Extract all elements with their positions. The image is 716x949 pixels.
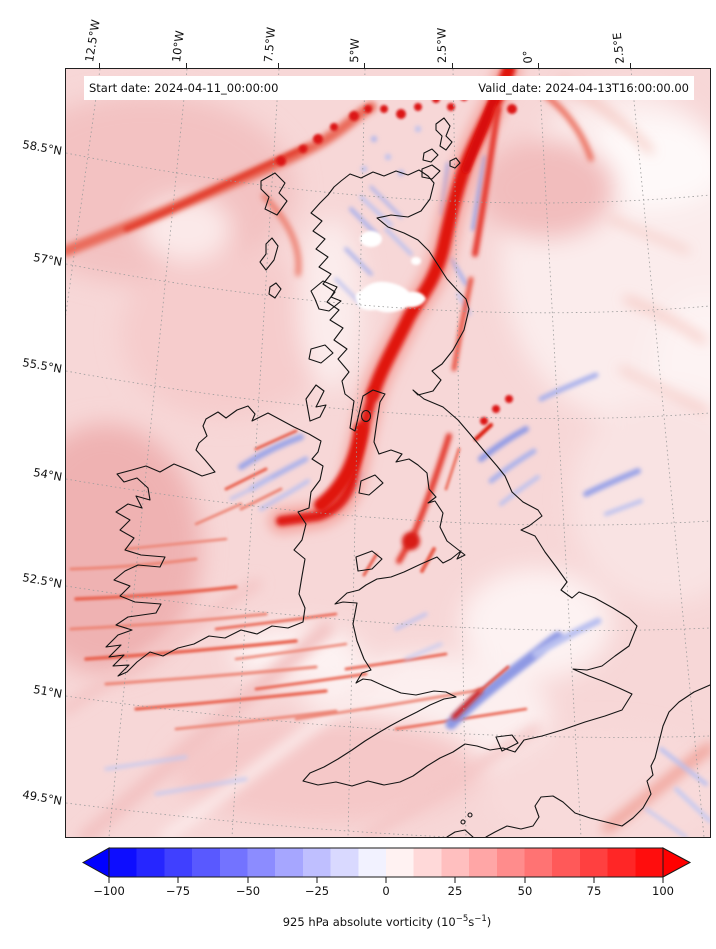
colorbar-tick-label: 25 bbox=[447, 884, 463, 898]
top-tick-mark bbox=[630, 63, 631, 68]
coastline-isle-of-wight bbox=[495, 734, 519, 752]
xtick-label-2-5e: 2.5°E bbox=[609, 31, 627, 65]
top-tick-mark bbox=[186, 63, 187, 68]
top-tick-mark bbox=[99, 63, 100, 68]
top-tick-mark bbox=[278, 63, 279, 68]
coastline-brittany bbox=[446, 829, 474, 837]
field-blue-patches bbox=[104, 126, 710, 837]
ytick-label-58-5n: 58.5°N bbox=[21, 137, 64, 158]
ytick-label-49-5n: 49.5°N bbox=[21, 787, 64, 808]
colorbar-tick-label: −25 bbox=[304, 884, 330, 898]
coastline-great-britain bbox=[302, 169, 638, 787]
map-panel: Start date: 2024-04-11_00:00:00 Valid_da… bbox=[65, 68, 711, 838]
xtick-label-2-5w: 2.5°W bbox=[434, 27, 449, 64]
field-wave-train bbox=[69, 429, 528, 731]
graticule bbox=[66, 69, 710, 837]
ytick-label-52-5n: 52.5°N bbox=[21, 570, 64, 591]
field-pale-wisps bbox=[66, 79, 710, 837]
coastline-france bbox=[485, 684, 710, 837]
coastline-isle-of-man bbox=[358, 474, 384, 496]
top-tick-mark bbox=[364, 63, 365, 68]
valid-date-label: Valid_date: 2024-04-13T16:00:00.00 bbox=[478, 81, 689, 95]
colorbar-tick-label: −75 bbox=[165, 884, 191, 898]
ytick-label-51n: 51°N bbox=[32, 682, 64, 701]
vorticity-field bbox=[66, 69, 710, 837]
top-tick-mark bbox=[452, 63, 453, 68]
channel-island bbox=[460, 819, 466, 825]
ytick-label-55-5n: 55.5°N bbox=[21, 355, 64, 376]
colorbar-left-arrow bbox=[81, 847, 110, 878]
start-date-label: Start date: 2024-04-11_00:00:00 bbox=[89, 81, 279, 95]
top-tick-mark bbox=[538, 63, 539, 68]
coastline-ireland bbox=[105, 405, 324, 677]
colorbar-tick-label: −100 bbox=[93, 884, 125, 898]
field-red-filaments bbox=[66, 69, 594, 720]
channel-island bbox=[467, 812, 473, 818]
colorbar-axis-label: 925 hPa absolute vorticity (10−5s−1) bbox=[282, 914, 492, 929]
coastline-northern-isles bbox=[421, 117, 461, 180]
colorbar-right-arrow bbox=[662, 847, 692, 878]
xtick-label-5w: 5°W bbox=[347, 38, 362, 63]
xtick-label-10w: 10°W bbox=[169, 29, 187, 63]
colorbar-tick-label: 50 bbox=[517, 884, 533, 898]
colorbar-gradient bbox=[108, 847, 664, 878]
colorbar-tick-label: 75 bbox=[586, 884, 602, 898]
ytick-label-57n: 57°N bbox=[32, 250, 64, 269]
title-band: Start date: 2024-04-11_00:00:00 Valid_da… bbox=[84, 76, 694, 100]
coastline-anglesey bbox=[355, 550, 383, 572]
colorbar-tick-label: 0 bbox=[382, 884, 390, 898]
colorbar-tick-label: −50 bbox=[235, 884, 261, 898]
ytick-label-54n: 54°N bbox=[32, 465, 64, 484]
xtick-label-0: 0° bbox=[520, 49, 535, 64]
xtick-label-12-5w: 12.5°W bbox=[82, 18, 103, 63]
colorbar bbox=[81, 847, 692, 883]
field-soft-blobs bbox=[66, 89, 710, 837]
coastline-hebrides bbox=[259, 172, 372, 423]
masked-white-blob bbox=[355, 231, 426, 313]
xtick-label-7-5w: 7.5°W bbox=[261, 26, 279, 63]
colorbar-tick-label: 100 bbox=[652, 884, 674, 898]
colorbar-ticks bbox=[108, 877, 664, 883]
